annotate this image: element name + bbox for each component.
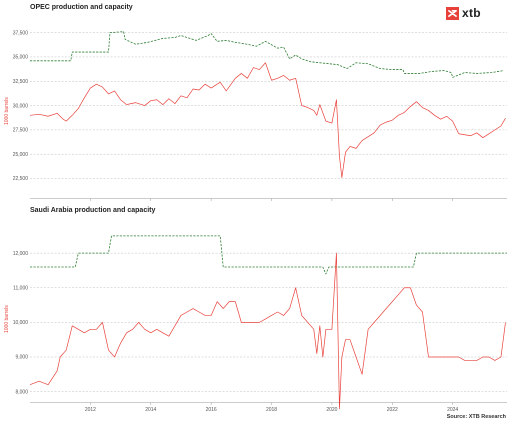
opec-y-tick-label: 32,500	[13, 79, 29, 85]
saudi-x-tick-label: 2012	[85, 407, 96, 413]
opec-y-tick-label: 37,500	[13, 30, 29, 36]
saudi-chart-title: Saudi Arabia production and capacity	[30, 207, 156, 214]
xtb-logo-icon	[446, 6, 459, 20]
opec-y-tick-label: 25,000	[13, 152, 29, 158]
saudi-x-tick-label: 2016	[206, 407, 217, 413]
saudi-x-tick-label: 2022	[387, 407, 398, 413]
opec-y-tick-label: 30,000	[13, 103, 29, 109]
opec-y-tick-label: 35,000	[13, 55, 29, 61]
opec-chart-title: OPEC production and capacity	[30, 4, 133, 11]
opec-y-tick-label: 22,500	[13, 176, 29, 182]
saudi-y-tick-label: 11,000	[13, 285, 28, 291]
saudi-x-tick-label: 2024	[447, 407, 458, 413]
saudi-y-tick-label: 12,000	[13, 251, 29, 257]
saudi-capacity-line	[30, 235, 507, 275]
saudi-production-line	[29, 252, 506, 410]
saudi-y-tick-label: 8,000	[15, 389, 28, 395]
opec-y-tick-label: 27,500	[13, 128, 29, 134]
saudi-x-tick-label: 2018	[266, 407, 277, 413]
xtb-logo: xtb	[446, 6, 481, 20]
source-note: Source: XTB Research	[446, 414, 506, 420]
saudi-y-tick-label: 9,000	[15, 355, 28, 361]
xtb-logo-text: xtb	[462, 6, 481, 20]
opec-capacity-line	[30, 31, 505, 78]
saudi-x-tick-label: 2014	[145, 407, 156, 413]
opec-production-line	[29, 62, 506, 178]
saudi-y-tick-label: 10,000	[13, 320, 29, 326]
saudi-x-tick-label: 2020	[326, 407, 337, 413]
